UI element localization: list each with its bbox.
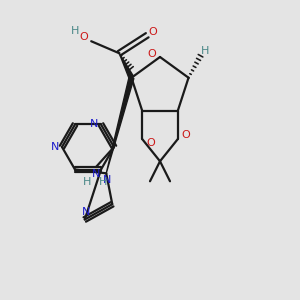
Text: O: O (146, 138, 155, 148)
Polygon shape (106, 77, 134, 173)
Polygon shape (119, 53, 134, 79)
Text: N: N (90, 119, 98, 130)
Text: N: N (103, 175, 111, 185)
Text: O: O (181, 130, 190, 140)
Text: O: O (148, 49, 156, 59)
Text: O: O (149, 27, 158, 37)
Text: N: N (51, 142, 59, 152)
Text: N: N (92, 169, 100, 179)
Text: O: O (80, 32, 88, 42)
Text: H: H (71, 26, 80, 36)
Text: H: H (83, 177, 91, 187)
Text: N: N (82, 208, 90, 218)
Text: H: H (201, 46, 210, 56)
Text: H: H (99, 177, 107, 187)
